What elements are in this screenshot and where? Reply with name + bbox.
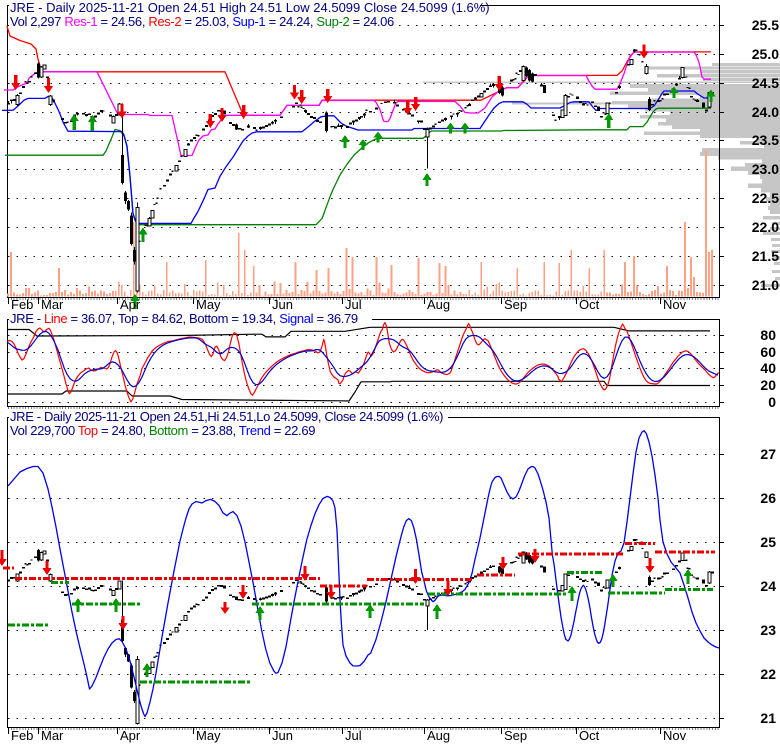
svg-text:Apr: Apr	[120, 297, 141, 312]
svg-text:22.0: 22.0	[752, 219, 779, 235]
svg-text:May: May	[196, 728, 221, 743]
svg-text:Oct: Oct	[579, 728, 600, 743]
svg-text:24: 24	[760, 578, 776, 594]
svg-text:Oct: Oct	[579, 297, 600, 312]
svg-text:JRE - Line = 36.07, Top = 84.6: JRE - Line = 36.07, Top = 84.62, Bottom …	[10, 311, 358, 326]
svg-text:May: May	[196, 297, 221, 312]
svg-text:21: 21	[760, 710, 776, 726]
svg-text:JRE - Daily 2025-11-21 Open 24: JRE - Daily 2025-11-21 Open 24.51,Hi 24.…	[10, 409, 443, 424]
svg-text:Jun: Jun	[272, 297, 293, 312]
svg-text:40: 40	[760, 360, 776, 376]
svg-text:Feb: Feb	[11, 297, 33, 312]
svg-text:60: 60	[760, 344, 776, 360]
svg-text:80: 80	[760, 327, 776, 343]
svg-text:Vol 2,297 Res-1 = 24.56, Res-2: Vol 2,297 Res-1 = 24.56, Res-2 = 25.03, …	[10, 14, 394, 29]
svg-text:Nov: Nov	[663, 728, 687, 743]
svg-text:Vol 229,700 Top = 24.80, Botto: Vol 229,700 Top = 24.80, Bottom = 23.88,…	[10, 423, 315, 438]
svg-text:Jul: Jul	[345, 728, 362, 743]
svg-text:23.5: 23.5	[752, 132, 779, 148]
svg-text:Aug: Aug	[427, 728, 450, 743]
svg-text:25.0: 25.0	[752, 46, 779, 62]
svg-text:20: 20	[760, 377, 776, 393]
svg-text:Mar: Mar	[41, 297, 64, 312]
svg-text:Mar: Mar	[41, 728, 64, 743]
svg-text:23: 23	[760, 622, 776, 638]
svg-text:Aug: Aug	[427, 297, 450, 312]
svg-text:Sep: Sep	[504, 728, 527, 743]
svg-text:Nov: Nov	[663, 297, 687, 312]
svg-text:0: 0	[768, 394, 776, 410]
svg-text:26: 26	[760, 490, 776, 506]
svg-text:Sep: Sep	[504, 297, 527, 312]
svg-text:Jun: Jun	[272, 728, 293, 743]
svg-text:22.5: 22.5	[752, 190, 779, 206]
svg-text:22: 22	[760, 666, 776, 682]
svg-text:24.0: 24.0	[752, 104, 779, 120]
svg-text:Feb: Feb	[11, 728, 33, 743]
svg-text:Jul: Jul	[345, 297, 362, 312]
svg-text:21.0: 21.0	[752, 277, 779, 293]
svg-text:JRE - Daily 2025-11-21 Open 24: JRE - Daily 2025-11-21 Open 24.51 High 2…	[10, 0, 490, 15]
svg-text:23.0: 23.0	[752, 161, 779, 177]
svg-text:25.5: 25.5	[752, 17, 779, 33]
svg-text:27: 27	[760, 446, 776, 462]
svg-text:Apr: Apr	[120, 728, 141, 743]
svg-text:24.5: 24.5	[752, 75, 779, 91]
svg-text:25: 25	[760, 534, 776, 550]
svg-text:21.5: 21.5	[752, 248, 779, 264]
